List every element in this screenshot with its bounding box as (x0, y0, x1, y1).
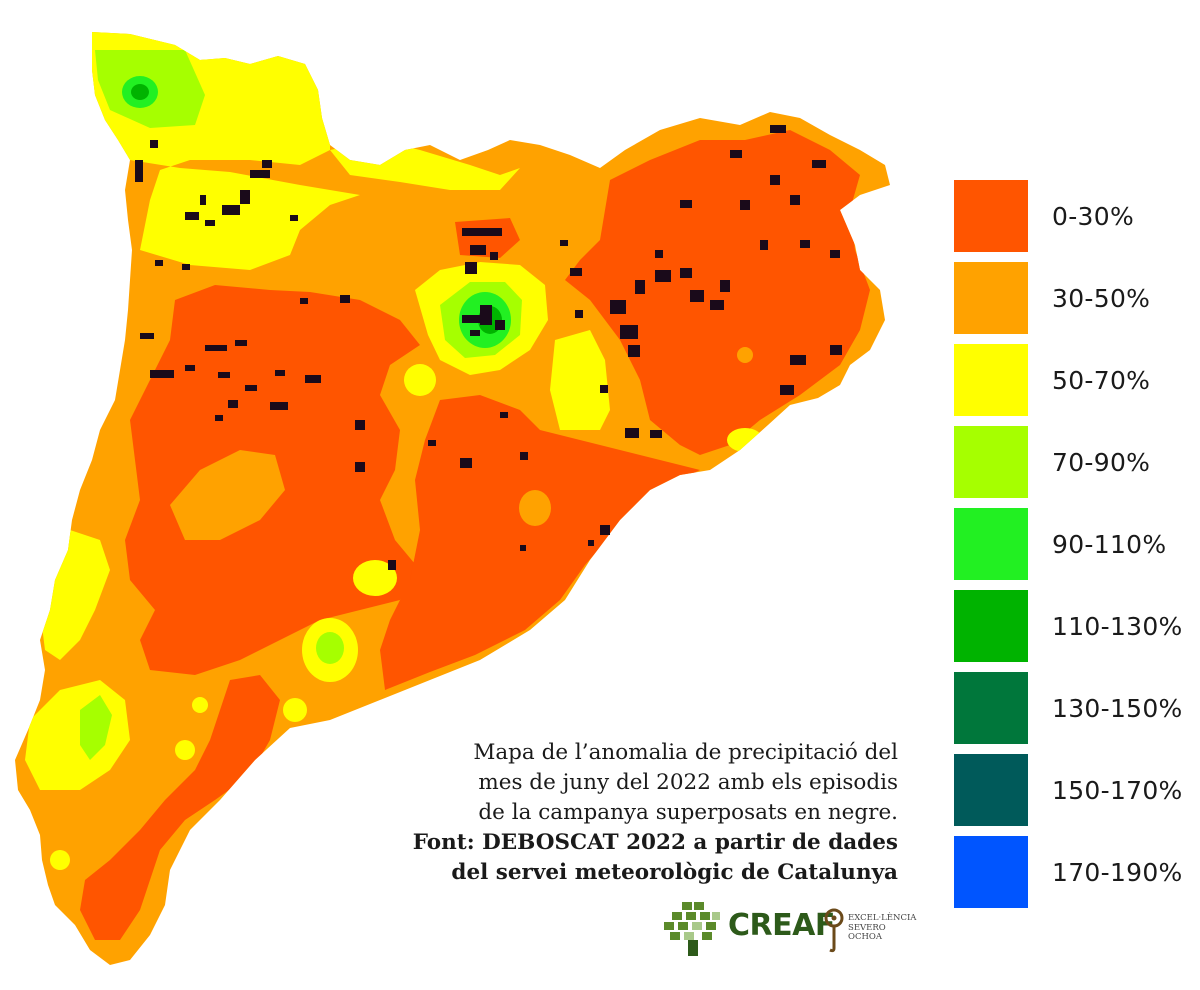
creaf-logo-text: CREAF (728, 908, 835, 943)
legend-label: 30-50% (1052, 284, 1151, 313)
catalonia-map-svg (15, 32, 890, 965)
legend-item: 110-130% (954, 590, 1194, 672)
legend-swatch (954, 754, 1028, 826)
zone-0-30-east (565, 130, 870, 455)
legend-label: 150-170% (1052, 776, 1183, 805)
caption-source: Font: DEBOSCAT 2022 a partir de dades (412, 830, 898, 855)
caption-line: Mapa de l’anomalia de precipitació del (473, 740, 898, 765)
legend: 0-30% 30-50% 50-70% 70-90% 90-110% 110-1… (954, 180, 1194, 918)
legend-swatch (954, 836, 1028, 908)
legend-item: 0-30% (954, 180, 1194, 262)
legend-label: 50-70% (1052, 366, 1151, 395)
legend-item: 170-190% (954, 836, 1194, 918)
legend-label: 130-150% (1052, 694, 1183, 723)
legend-swatch (954, 590, 1028, 662)
legend-label: 0-30% (1052, 202, 1134, 231)
precipitation-anomaly-map (15, 32, 890, 965)
creaf-tree-icon (664, 902, 720, 956)
caption-source: del servei meteorològic de Catalunya (451, 860, 898, 885)
logos: CREAF EXCEL·LÈNCIA SEVERO OCHOA (662, 900, 916, 960)
severo-ochoa-icon (824, 908, 844, 953)
legend-item: 130-150% (954, 672, 1194, 754)
legend-label: 70-90% (1052, 448, 1151, 477)
legend-label: 110-130% (1052, 612, 1183, 641)
legend-swatch (954, 426, 1028, 498)
legend-item: 70-90% (954, 426, 1194, 508)
zone-0-30-southwest (80, 675, 280, 940)
severo-ochoa-text: EXCEL·LÈNCIA SEVERO OCHOA (848, 913, 917, 942)
legend-swatch (954, 262, 1028, 334)
legend-item: 50-70% (954, 344, 1194, 426)
legend-swatch (954, 344, 1028, 416)
legend-swatch (954, 672, 1028, 744)
legend-label: 90-110% (1052, 530, 1167, 559)
zone-0-30-south (380, 395, 700, 690)
legend-item: 30-50% (954, 262, 1194, 344)
legend-label: 170-190% (1052, 858, 1183, 887)
legend-item: 90-110% (954, 508, 1194, 590)
caption-line: mes de juny del 2022 amb els episodis (478, 770, 898, 795)
fire-episodes-overlay (135, 125, 842, 570)
map-caption: Mapa de l’anomalia de precipitació del m… (380, 738, 898, 888)
legend-swatch (954, 508, 1028, 580)
legend-item: 150-170% (954, 754, 1194, 836)
legend-swatch (954, 180, 1028, 252)
caption-line: de la campanya superposats en negre. (478, 800, 898, 825)
